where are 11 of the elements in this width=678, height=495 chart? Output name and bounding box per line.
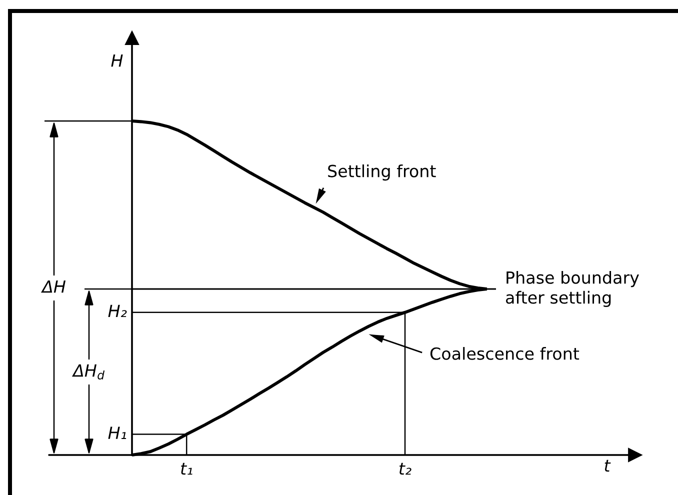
x-tick-label: t₂: [399, 462, 412, 475]
x-tick-label: t₁: [181, 462, 192, 475]
text: ΔH: [40, 280, 66, 293]
text: H₁: [108, 426, 126, 439]
series-label: Settling front: [328, 164, 436, 181]
series-label: Phase boundary after settling: [506, 270, 639, 308]
y-axis-title: H: [111, 54, 123, 67]
text: t: [604, 460, 611, 472]
text: ΔH$_{d}$: [72, 364, 105, 380]
legend-label: Coalescence front: [430, 347, 580, 360]
text: H₂: [108, 304, 127, 318]
